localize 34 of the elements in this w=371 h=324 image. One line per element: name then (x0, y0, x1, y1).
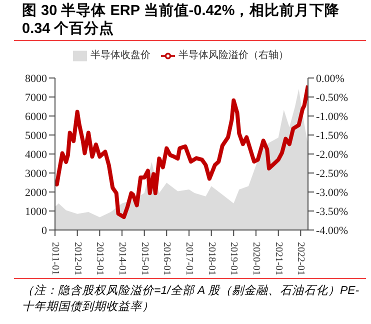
x-tick-label: 2020-01 (250, 242, 262, 276)
y2-tick-label: -0.50% (316, 92, 348, 104)
x-tick-label: 2017-01 (184, 242, 195, 276)
x-tick-label: 2014-01 (116, 242, 128, 276)
x-tick-label: 2011-01 (50, 242, 60, 275)
x-tick-label: 2016-01 (161, 242, 172, 276)
x-tick-label: 2018-01 (206, 242, 217, 276)
x-tick-label: 2021-01 (272, 242, 284, 276)
legend-label: 半导体收盘价 (90, 50, 150, 61)
y2-tick-label: -1.50% (316, 130, 348, 142)
y2-tick-label: -2.50% (316, 168, 348, 180)
y2-tick-label: -4.00% (316, 224, 348, 237)
y-tick-label: 4000 (25, 148, 48, 161)
y2-tick-label: 0.00% (316, 72, 344, 85)
x-tick-label: 2013-01 (94, 242, 106, 276)
y-tick-label: 8000 (25, 72, 48, 85)
y2-tick-label: -3.00% (316, 186, 348, 199)
y2-tick-label: -2.00% (316, 148, 348, 161)
text: （注：隐含股权风险溢价=1/全部 A 股（剔金融、石油石化）PE-十年期国债到期收益率） (22, 283, 360, 315)
x-tick-label: 2015-01 (138, 242, 150, 276)
x-tick-label: 2019-01 (228, 242, 240, 276)
y2-tick-label: -3.50% (316, 206, 348, 218)
y2-tick-label: -1.00% (316, 110, 348, 123)
chart-title: 图 30 半导体 ERP 当前值-0.42%，相比前月下降 0.34 个百分点 (22, 2, 341, 38)
x-tick-label: 2022-01 (295, 242, 306, 276)
y-tick-label: 6000 (25, 110, 48, 123)
y-tick-label: 5000 (25, 130, 48, 142)
y-tick-label: 1000 (25, 206, 48, 218)
y-tick-label: 0 (42, 224, 48, 237)
x-tick-label: 2012-01 (72, 242, 83, 276)
y-tick-label: 2000 (25, 186, 48, 199)
y-tick-label: 3000 (25, 168, 48, 180)
legend-label: 半导体风险溢价（右轴） (178, 50, 288, 61)
y-tick-label: 7000 (25, 92, 48, 104)
